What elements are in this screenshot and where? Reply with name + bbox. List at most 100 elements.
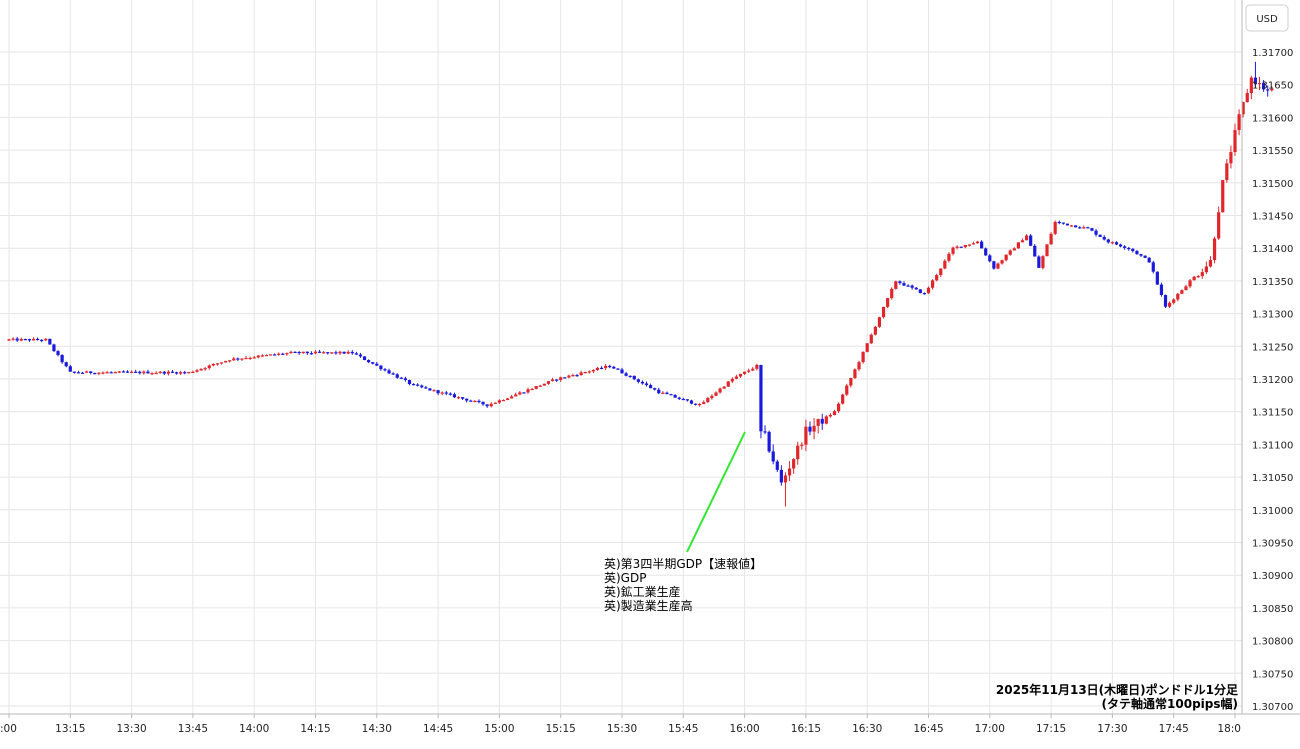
candle-up [252,357,256,359]
candle-down [485,404,489,407]
currency-badge [1245,4,1289,32]
candle-up [195,370,199,372]
candle-up [836,403,841,412]
candle-up [975,241,980,244]
candle-up [256,355,260,358]
candle-up [130,371,134,373]
y-tick-label: 1.31000 [1252,506,1293,517]
candle-up [105,372,109,374]
candle-down [162,371,166,374]
candle-up [542,383,546,386]
candle-down [1127,247,1131,250]
candle-up [1241,102,1245,115]
candle-up [747,370,751,372]
y-tick-label: 1.31500 [1252,179,1293,190]
candle-up [289,351,293,354]
candle-up [301,351,305,354]
candle-up [228,360,232,362]
candle-up [534,386,538,389]
candle-down [309,353,314,355]
currency-label: USD [1256,14,1278,25]
candle-down [391,373,395,375]
x-tick-label: 15:00 [484,723,514,735]
candle-down [334,352,338,354]
candle-down [1094,230,1098,235]
candle-up [154,372,158,375]
annotation-line-4: 英)製造業生産高 [604,598,693,613]
candle-up [832,411,837,415]
candle-up [150,373,154,375]
y-tick-label: 1.31650 [1252,81,1293,92]
candle-down [653,388,657,390]
candle-up [1180,290,1184,294]
candle-up [215,363,220,365]
y-tick-label: 1.31550 [1252,146,1293,157]
candle-up [240,358,244,360]
candle-up [726,381,730,387]
candle-up [179,372,183,374]
candle-up [567,375,571,378]
candle-up [219,362,224,364]
candle-up [493,402,497,404]
candle-up [824,416,828,424]
candle-down [80,372,85,374]
candle-up [11,338,15,340]
candle-down [420,385,424,388]
candle-up [1270,88,1274,91]
candle-down [305,351,309,354]
candle-up [510,396,514,399]
candle-up [330,352,334,354]
candle-up [722,386,726,389]
candle-up [1024,235,1029,241]
candle-up [894,281,898,289]
y-tick-label: 1.31250 [1252,342,1293,353]
candle-down [428,388,432,391]
x-tick-label: 14:30 [362,723,392,735]
candle-up [248,357,252,359]
candle-up [1225,163,1229,181]
candle-down [988,255,992,262]
candle-down [297,351,301,354]
candle-up [187,372,191,374]
candle-up [877,317,882,327]
candle-up [550,379,555,382]
candle-down [293,351,297,354]
candle-up [591,369,595,372]
candle-down [1061,222,1065,224]
candle-down [326,352,330,354]
x-tick-label: 14:15 [300,723,330,735]
candle-down [1147,257,1151,263]
candle-down [1139,254,1143,256]
candle-up [1192,276,1196,281]
candle-up [338,351,342,354]
annotation-line-2: 英)GDP [604,571,646,585]
candle-down [1159,284,1164,295]
candle-up [559,377,563,381]
candle-down [636,379,640,382]
candle-up [1188,280,1192,287]
candle-up [538,385,542,387]
candle-down [1143,255,1147,258]
candle-down [146,371,150,374]
candle-down [72,371,76,373]
candle-down [685,399,689,401]
candle-down [922,293,927,295]
candle-down [628,375,632,378]
candle-down [134,371,138,373]
candle-down [1253,77,1258,85]
candle-down [452,394,457,398]
candle-down [693,403,698,405]
candle-up [1110,242,1114,244]
candle-down [109,372,113,374]
candle-up [751,368,755,371]
candle-up [702,402,706,405]
x-tick-label: :00 [0,723,17,735]
candle-down [1123,246,1127,248]
candle-up [996,263,1000,269]
candle-down [1098,234,1102,237]
candle-up [489,403,493,407]
candle-up [44,338,48,341]
candle-up [1000,260,1004,264]
y-tick-label: 1.31200 [1252,375,1293,386]
